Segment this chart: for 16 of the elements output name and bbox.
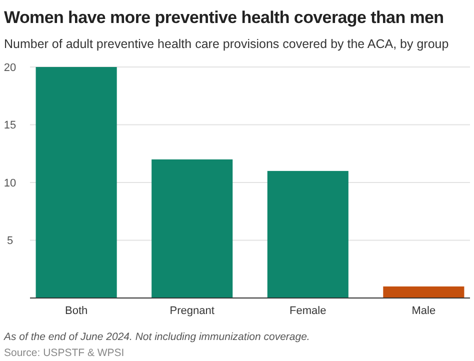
y-tick-label: 15 [4,120,16,132]
bar [152,159,233,298]
bar [267,170,348,298]
x-tick-label: Both [64,305,88,317]
x-tick-label: Male [412,305,436,317]
source-note: Source: USPSTF & WPSI [4,347,124,359]
chart-subtitle: Number of adult preventive health care provisions covered by the ACA, by group [4,37,449,51]
y-tick-label: 5 [6,235,14,248]
y-tick-label: 20 [4,62,16,74]
y-tick-label: 10 [4,177,16,190]
x-tick-label: Pregnant [170,305,214,317]
bar [383,286,464,298]
bar [36,67,117,298]
x-tick-label: Female [290,305,326,317]
text: As of the end of June 2024. Not including immunization coverage. [3,331,310,343]
chart-title: Women have more preventive health coverage than men [4,8,444,27]
